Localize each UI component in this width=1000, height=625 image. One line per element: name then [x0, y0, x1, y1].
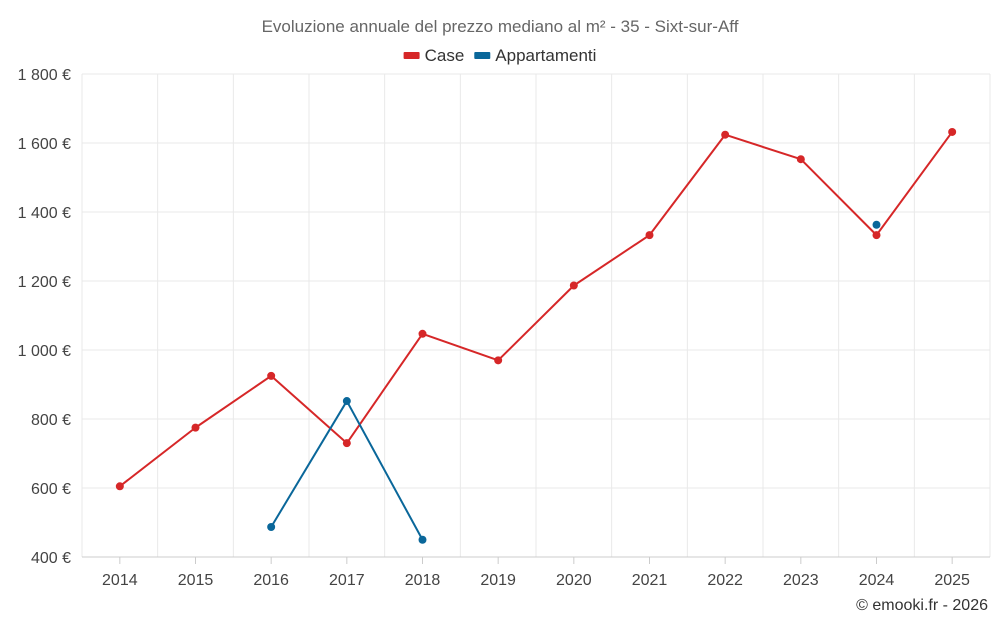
legend-swatch	[403, 52, 420, 59]
legend-item-case[interactable]: Case	[403, 46, 465, 65]
data-point	[267, 522, 276, 531]
chart-axes: 400 € 600 € 800 € 1 000 € 1 200 € 1 400 € 1 60…	[18, 67, 990, 589]
credit-text: © emooki.fr - 2026	[856, 597, 988, 614]
y-tick-label: 1 400 €	[18, 205, 71, 222]
chart-title: Evoluzione annuale del prezzo mediano al…	[262, 17, 739, 36]
series-line	[270, 400, 424, 541]
x-tick-label: 2025	[934, 572, 970, 589]
x-tick-label: 2020	[556, 572, 592, 589]
legend-item-appartamenti[interactable]: Appartamenti	[474, 46, 596, 65]
data-point	[115, 482, 124, 491]
x-tick-label: 2024	[859, 572, 895, 589]
y-tick-label: 1 200 €	[18, 274, 71, 291]
x-tick-label: 2021	[632, 572, 668, 589]
data-point	[342, 397, 351, 406]
legend[interactable]: Case Appartamenti	[403, 46, 597, 65]
data-point	[796, 155, 805, 164]
legend-swatch	[474, 52, 491, 59]
data-point	[948, 127, 957, 136]
y-tick-label: 1 600 €	[18, 136, 71, 153]
series-appartamenti	[267, 220, 881, 544]
x-tick-label: 2014	[102, 572, 138, 589]
legend-label: Appartamenti	[495, 46, 596, 65]
x-tick-label: 2015	[178, 572, 214, 589]
x-tick-label: 2022	[707, 572, 743, 589]
y-tick-label: 1 800 €	[18, 67, 71, 84]
chart-grid	[81, 73, 991, 558]
legend-label: Case	[425, 46, 465, 65]
x-tick-label: 2016	[253, 572, 289, 589]
x-tick-label: 2023	[783, 572, 819, 589]
series-line	[119, 131, 953, 488]
data-point	[872, 220, 881, 229]
data-point	[494, 356, 503, 365]
data-point	[418, 535, 427, 544]
data-point	[721, 130, 730, 139]
data-point	[872, 231, 881, 240]
series-case	[115, 127, 957, 491]
x-tick-label: 2018	[405, 572, 441, 589]
y-tick-label: 400 €	[31, 550, 71, 567]
data-point	[418, 329, 427, 338]
x-tick-label: 2019	[480, 572, 516, 589]
data-point	[191, 423, 200, 432]
x-tick-label: 2017	[329, 572, 365, 589]
data-point	[342, 439, 351, 448]
y-tick-label: 800 €	[31, 412, 71, 429]
y-tick-label: 600 €	[31, 481, 71, 498]
data-point	[569, 281, 578, 290]
y-tick-label: 1 000 €	[18, 343, 71, 360]
data-point	[645, 231, 654, 240]
chart-series	[115, 127, 957, 544]
data-point	[267, 371, 276, 380]
